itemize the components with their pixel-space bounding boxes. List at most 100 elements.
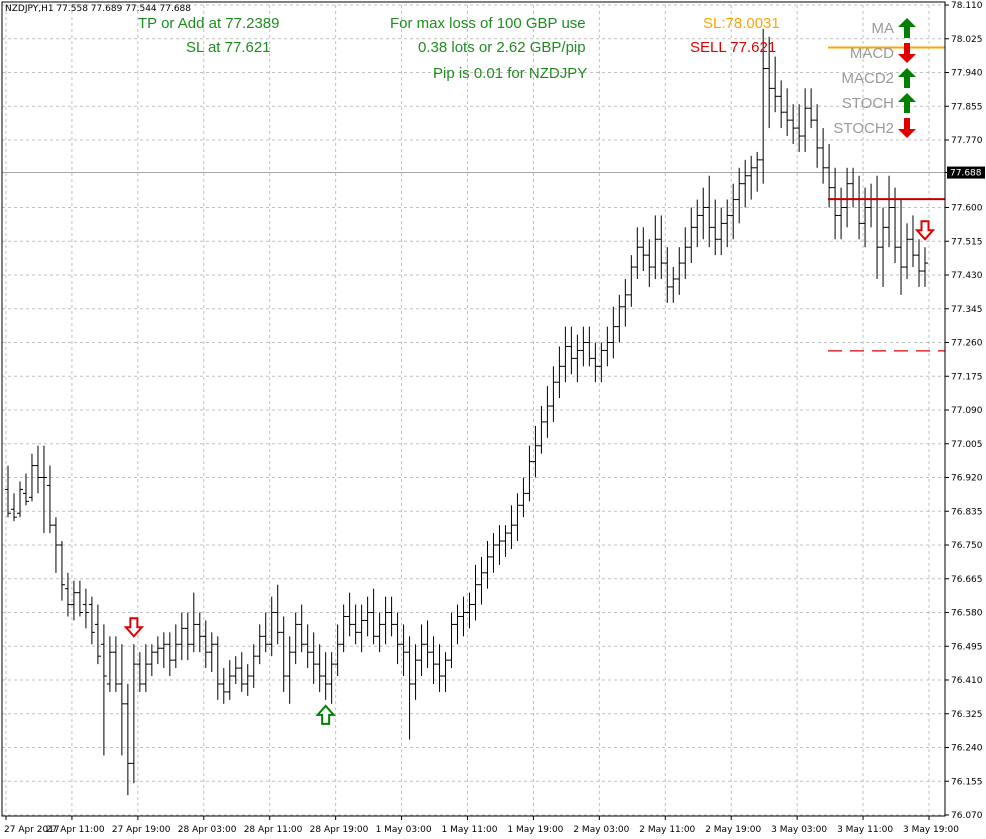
ohlc-bar [796, 104, 803, 152]
ohlc-bar [646, 239, 653, 287]
ohlc-bar [370, 588, 377, 645]
price-tick-label: 76.495 [951, 642, 983, 652]
arrow-down-icon [898, 43, 916, 63]
ohlc-bar [244, 664, 251, 696]
time-tick-label: 1 May 19:00 [507, 825, 563, 835]
ohlc-bar [298, 604, 305, 653]
indicator-macd2: MACD2 [820, 66, 920, 90]
ohlc-bar [880, 207, 887, 287]
ohlc-bar [886, 175, 893, 248]
arrow-up-icon [898, 18, 916, 38]
ohlc-bar [766, 36, 773, 129]
ohlc-bar [922, 247, 928, 287]
ohlc-bar [442, 652, 449, 692]
sl-level-label: SL:78.0031 [703, 15, 780, 32]
ohlc-bar [268, 596, 275, 657]
sl-text: SL at 77.621 [186, 39, 271, 56]
tp-text: TP or Add at 77.2389 [138, 15, 280, 32]
ohlc-bar [502, 525, 509, 557]
ohlc-bar [310, 632, 317, 684]
ohlc-bar [316, 644, 323, 692]
ohlc-bar [778, 80, 785, 129]
ohlc-bar [172, 624, 179, 669]
ohlc-bar [490, 533, 497, 573]
price-tick-label: 78.025 [951, 35, 983, 45]
ohlc-bar [556, 346, 563, 399]
ohlc-bar [472, 564, 479, 621]
ohlc-bar [352, 604, 359, 645]
ohlc-bar [580, 326, 587, 367]
arrow-up-icon [898, 93, 916, 113]
price-tick-label: 77.515 [951, 237, 983, 247]
ohlc-bar [514, 493, 521, 542]
ohlc-bar [484, 541, 491, 589]
ohlc-bar [208, 632, 215, 673]
ohlc-bar [628, 255, 635, 307]
ohlc-bar [664, 247, 671, 303]
time-tick-label: 2 May 19:00 [705, 825, 761, 835]
price-tick-label: 77.855 [951, 102, 983, 112]
buy-signal-arrow [315, 704, 336, 725]
risk-line-3: Pip is 0.01 for NZDJPY [433, 65, 588, 82]
ohlc-bar [868, 183, 875, 228]
ohlc-bar [130, 644, 137, 784]
ohlc-bar [526, 445, 533, 502]
ohlc-bar [64, 572, 71, 617]
ohlc-bar [904, 223, 911, 279]
ohlc-bar [460, 596, 467, 637]
ohlc-bar [400, 624, 407, 677]
ohlc-bar [772, 56, 779, 113]
ohlc-bar [874, 175, 881, 279]
ohlc-bar [892, 187, 899, 264]
ohlc-bar [700, 187, 707, 240]
current-price-label: 77.688 [950, 169, 982, 179]
ohlc-bar [346, 592, 353, 637]
time-tick-label: 27 Apr 2017 [4, 825, 60, 835]
time-tick-label: 1 May 11:00 [442, 825, 498, 835]
risk-line-1: For max loss of 100 GBP use [390, 15, 586, 32]
price-tick-label: 76.410 [951, 676, 983, 686]
ohlc-bar [166, 632, 173, 677]
ohlc-bar [736, 167, 743, 224]
ohlc-bar [850, 167, 857, 208]
price-tick-label: 76.240 [951, 744, 983, 754]
ohlc-bar [322, 652, 329, 700]
ohlc-bar [280, 616, 287, 692]
ohlc-bar [190, 592, 197, 653]
ohlc-bar [676, 247, 683, 295]
ohlc-bar [10, 493, 17, 522]
price-tick-label: 76.580 [951, 609, 983, 619]
ohlc-bar [532, 425, 539, 478]
ohlc-bar [610, 306, 617, 359]
ohlc-bar [478, 556, 485, 605]
sell-level-label: SELL 77.621 [690, 39, 777, 56]
price-tick-label: 76.325 [951, 710, 983, 720]
ohlc-bar [658, 215, 665, 279]
ohlc-bar [256, 624, 263, 665]
price-tick-label: 76.920 [951, 474, 983, 484]
ohlc-bar [340, 604, 347, 653]
price-tick-label: 76.665 [951, 575, 983, 585]
risk-line-2: 0.38 lots or 2.62 GBP/pip [418, 39, 586, 56]
ohlc-bar [112, 636, 119, 692]
ohlc-bar [790, 104, 797, 144]
ohlc-bar [742, 159, 749, 208]
time-tick-label: 27 Apr 19:00 [112, 825, 171, 835]
ohlc-bar [82, 588, 89, 629]
ohlc-bar [784, 88, 791, 137]
time-tick-label: 3 May 19:00 [903, 825, 959, 835]
time-tick-label: 28 Apr 19:00 [310, 825, 369, 835]
ohlc-bar [5, 465, 11, 518]
arrow-up-icon [898, 68, 916, 88]
ohlc-bar [832, 167, 839, 240]
ohlc-bar [496, 525, 503, 565]
price-tick-label: 77.260 [951, 339, 983, 349]
ohlc-bar [382, 596, 389, 645]
ohlc-bar [814, 104, 821, 168]
ohlc-bar [454, 604, 461, 645]
price-tick-label: 77.345 [951, 305, 983, 315]
price-tick-label: 76.070 [951, 811, 983, 821]
ohlc-bar [682, 227, 689, 279]
chart-header: NZDJPY,H1 77.558 77.689 77.544 77.688 [5, 4, 191, 14]
